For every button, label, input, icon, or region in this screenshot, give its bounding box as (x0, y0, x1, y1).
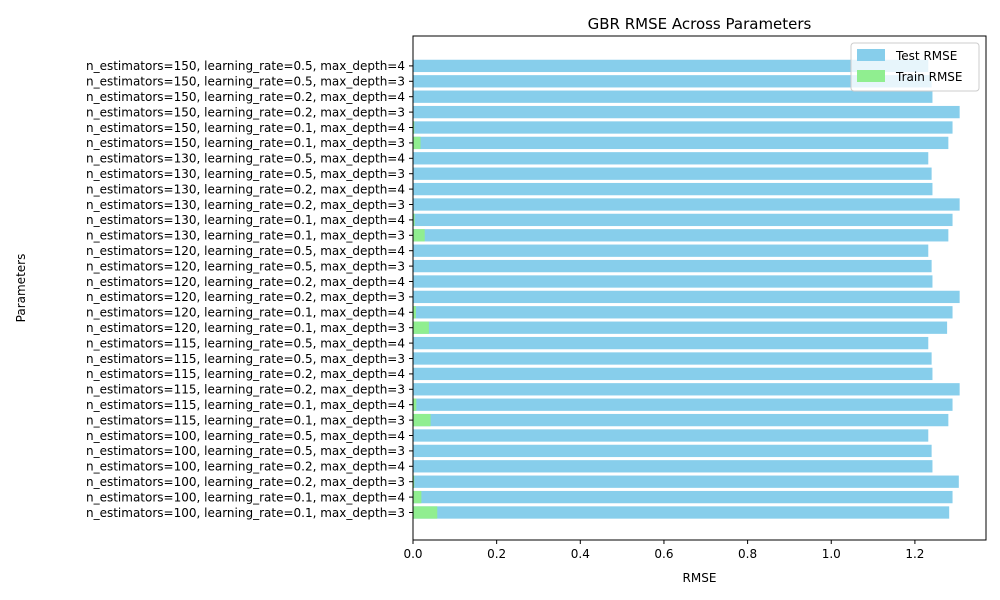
test-rmse-bar (413, 213, 953, 227)
test-rmse-bar (413, 90, 933, 103)
train-rmse-bar (413, 306, 416, 319)
y-tick-label: n_estimators=130, learning_rate=0.2, max… (86, 182, 405, 196)
x-tick-label: 0.4 (571, 547, 590, 561)
y-tick-label: n_estimators=150, learning_rate=0.2, max… (86, 90, 405, 104)
y-tick-label: n_estimators=130, learning_rate=0.5, max… (86, 167, 405, 181)
train-rmse-bar (413, 398, 417, 411)
y-tick-label: n_estimators=130, learning_rate=0.2, max… (86, 198, 405, 212)
y-tick-label: n_estimators=120, learning_rate=0.2, max… (86, 290, 405, 304)
y-tick-label: n_estimators=115, learning_rate=0.2, max… (86, 367, 405, 381)
test-rmse-bar (413, 229, 949, 242)
test-rmse-bar (413, 167, 932, 180)
legend: Test RMSE Train RMSE (850, 42, 980, 92)
test-rmse-bar (413, 105, 960, 119)
y-tick-label: n_estimators=115, learning_rate=0.1, max… (86, 413, 405, 427)
test-rmse-bar (413, 121, 953, 134)
y-tick-label: n_estimators=115, learning_rate=0.1, max… (86, 398, 405, 412)
y-tick-label: n_estimators=100, learning_rate=0.2, max… (86, 475, 405, 489)
train-rmse-bar (413, 490, 422, 504)
test-rmse-bar (413, 398, 953, 411)
test-rmse-bar (413, 444, 932, 458)
test-rmse-bar (413, 136, 949, 150)
legend-swatch-train (857, 70, 885, 82)
ticks-layer: n_estimators=100, learning_rate=0.1, max… (86, 59, 924, 561)
legend-label-test: Test RMSE (895, 49, 957, 63)
x-axis-title: RMSE (683, 571, 717, 585)
train-rmse-bar (413, 229, 425, 242)
x-tick-label: 0.0 (403, 547, 422, 561)
y-axis-title: Parameters (14, 254, 28, 323)
y-tick-label: n_estimators=150, learning_rate=0.1, max… (86, 136, 405, 150)
train-rmse-bar (413, 506, 438, 519)
y-tick-label: n_estimators=100, learning_rate=0.5, max… (86, 429, 405, 443)
test-rmse-bar (413, 413, 949, 427)
train-rmse-bar (413, 413, 431, 427)
test-rmse-bar (413, 306, 953, 319)
x-tick-label: 1.2 (905, 547, 924, 561)
plot-frame (412, 35, 987, 541)
y-tick-label: n_estimators=120, learning_rate=0.5, max… (86, 259, 405, 273)
test-rmse-bar (413, 336, 929, 350)
test-rmse-bar (413, 352, 932, 365)
x-tick-label: 0.2 (487, 547, 506, 561)
x-tick-label: 0.6 (654, 547, 673, 561)
train-rmse-bar (413, 475, 415, 488)
test-rmse-bar (413, 244, 929, 257)
y-tick-label: n_estimators=150, learning_rate=0.1, max… (86, 121, 405, 135)
test-rmse-bar (413, 429, 929, 442)
y-tick-label: n_estimators=120, learning_rate=0.2, max… (86, 275, 405, 289)
y-tick-label: n_estimators=130, learning_rate=0.1, max… (86, 229, 405, 243)
y-tick-label: n_estimators=115, learning_rate=0.5, max… (86, 352, 405, 366)
y-tick-label: n_estimators=115, learning_rate=0.5, max… (86, 336, 405, 350)
x-tick-label: 1.0 (822, 547, 841, 561)
test-rmse-bar (413, 259, 932, 273)
y-tick-label: n_estimators=150, learning_rate=0.5, max… (86, 75, 405, 89)
y-tick-label: n_estimators=100, learning_rate=0.5, max… (86, 444, 405, 458)
y-tick-label: n_estimators=120, learning_rate=0.1, max… (86, 306, 405, 320)
test-rmse-bar (413, 275, 933, 288)
legend-swatch-test (857, 49, 885, 61)
y-tick-label: n_estimators=130, learning_rate=0.5, max… (86, 152, 405, 166)
bars-layer (413, 59, 960, 519)
test-rmse-bar (413, 290, 960, 304)
test-rmse-bar (413, 59, 929, 73)
y-tick-label: n_estimators=150, learning_rate=0.2, max… (86, 105, 405, 119)
test-rmse-bar (413, 198, 960, 211)
test-rmse-bar (413, 460, 933, 473)
train-rmse-bar (413, 321, 429, 334)
test-rmse-bar (413, 75, 932, 88)
y-tick-label: n_estimators=120, learning_rate=0.5, max… (86, 244, 405, 258)
test-rmse-bar (413, 182, 933, 196)
y-tick-label: n_estimators=115, learning_rate=0.2, max… (86, 383, 405, 397)
chart-title: GBR RMSE Across Parameters (588, 15, 812, 33)
test-rmse-bar (413, 383, 960, 396)
y-tick-label: n_estimators=100, learning_rate=0.1, max… (86, 506, 405, 520)
test-rmse-bar (413, 506, 950, 519)
test-rmse-bar (413, 475, 959, 488)
test-rmse-bar (413, 367, 933, 381)
y-tick-label: n_estimators=120, learning_rate=0.1, max… (86, 321, 405, 335)
train-rmse-bar (413, 136, 421, 150)
x-tick-label: 0.8 (738, 547, 757, 561)
test-rmse-bar (413, 321, 948, 334)
test-rmse-bar (413, 152, 929, 165)
test-rmse-bar (413, 490, 953, 504)
y-tick-label: n_estimators=100, learning_rate=0.1, max… (86, 490, 405, 504)
y-tick-label: n_estimators=150, learning_rate=0.5, max… (86, 59, 405, 73)
legend-label-train: Train RMSE (895, 70, 963, 84)
y-tick-label: n_estimators=130, learning_rate=0.1, max… (86, 213, 405, 227)
train-rmse-bar (413, 213, 415, 227)
y-tick-label: n_estimators=100, learning_rate=0.2, max… (86, 460, 405, 474)
train-rmse-bar (413, 121, 415, 134)
